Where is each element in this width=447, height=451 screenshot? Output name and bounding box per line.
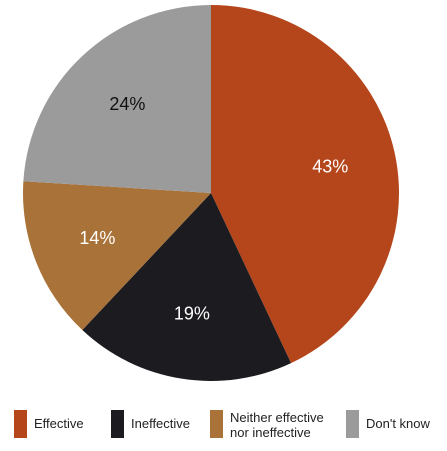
- pie-slice-label-effective: 43%: [312, 156, 348, 176]
- pie-slice-label-ineffective: 19%: [174, 304, 210, 324]
- legend-item-dont-know: Don't know: [346, 410, 446, 438]
- legend-item-effective: Effective: [14, 410, 144, 438]
- legend-item-ineffective: Ineffective: [111, 410, 241, 438]
- pie-slice-label-don-t-know: 24%: [109, 94, 145, 114]
- pie-slice-don-t-know: [23, 5, 212, 193]
- legend-label-effective: Effective: [34, 416, 84, 431]
- legend-swatch-ineffective: [111, 410, 124, 438]
- legend-swatch-effective: [14, 410, 27, 438]
- chart-legend: Effective Ineffective Neither effective …: [14, 410, 444, 446]
- pie-slice-label-neither-effective-nor-ineffective: 14%: [79, 228, 115, 248]
- pie-slice-labels: 43% 19% 14% 24%: [79, 94, 348, 324]
- legend-label-neither: Neither effective nor ineffective: [230, 410, 324, 440]
- pie-slice-ineffective: [82, 193, 292, 381]
- pie-slice-effective: [211, 5, 399, 364]
- legend-label-ineffective: Ineffective: [131, 416, 191, 431]
- legend-swatch-neither: [210, 410, 223, 438]
- pie-slice-neither-effective-nor-ineffective: [23, 181, 212, 331]
- pie-chart-svg: 43% 19% 14% 24%: [23, 5, 399, 381]
- legend-item-neither: Neither effective nor ineffective: [210, 410, 346, 440]
- legend-swatch-dont-know: [346, 410, 359, 438]
- legend-label-dont-know: Don't know: [366, 416, 430, 431]
- pie-slices: [23, 5, 399, 381]
